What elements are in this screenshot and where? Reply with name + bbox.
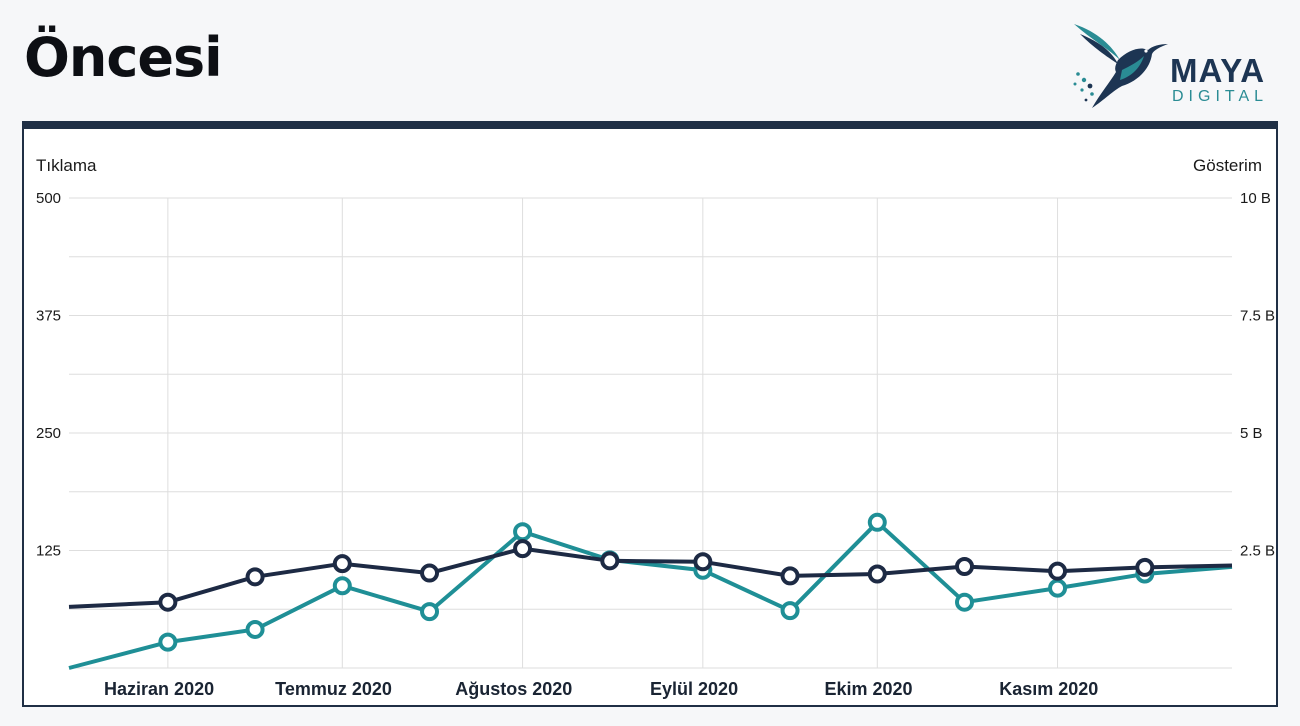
impressions-data-point <box>780 601 800 621</box>
clicks-data-point <box>955 556 975 576</box>
impressions-data-point <box>158 632 178 652</box>
hummingbird-icon <box>1073 24 1168 108</box>
clicks-data-point <box>867 564 887 584</box>
y-right-tick-label: 10 B <box>1240 190 1271 207</box>
y-left-tick-label: 375 <box>36 308 61 325</box>
impressions-series-line <box>68 520 1233 670</box>
maya-digital-logo: MAYA DIGITAL <box>1070 20 1280 112</box>
clicks-data-point <box>420 563 440 583</box>
impressions-data-point <box>1048 578 1068 598</box>
clicks-data-point <box>1048 561 1068 581</box>
y-right-tick-label: 7.5 B <box>1240 308 1275 325</box>
y-left-tick-label: 250 <box>36 425 61 442</box>
clicks-data-point <box>780 566 800 586</box>
clicks-data-point <box>600 551 620 571</box>
impressions-data-point <box>245 619 265 639</box>
x-tick-label: Kasım 2020 <box>999 679 1098 699</box>
clicks-data-point <box>332 554 352 574</box>
clicks-series-line <box>68 546 1233 609</box>
logo-subtitle: DIGITAL <box>1172 88 1269 105</box>
y-right-tick-label: 5 B <box>1240 425 1263 442</box>
clicks-data-point <box>1135 557 1155 577</box>
y-left-tick-label: 500 <box>36 190 61 207</box>
impressions-data-point <box>513 522 533 542</box>
impressions-data-point <box>955 592 975 612</box>
impressions-data-point <box>867 512 887 532</box>
y-right-tick-label: 2.5 B <box>1240 543 1275 560</box>
x-tick-label: Haziran 2020 <box>104 679 214 699</box>
line-chart: Tıklama Gösterim 125 250 375 500 2.5 B 5 B 7.5 B… <box>36 156 1275 699</box>
impressions-data-point <box>332 576 352 596</box>
clicks-data-point <box>158 592 178 612</box>
clicks-data-point <box>245 567 265 587</box>
y-left-tick-label: 125 <box>36 543 61 560</box>
impressions-data-point <box>420 602 440 622</box>
clicks-data-point <box>693 552 713 572</box>
chart-frame: Tıklama Gösterim 125 250 375 500 2.5 B 5 B 7.5 B… <box>22 121 1278 707</box>
x-tick-label: Temmuz 2020 <box>275 679 392 699</box>
x-tick-label: Ekim 2020 <box>824 679 912 699</box>
logo-name: MAYA <box>1170 52 1266 89</box>
y-axis-left-title: Tıklama <box>36 156 97 175</box>
page-title: Öncesi <box>24 26 223 89</box>
y-axis-right-title: Gösterim <box>1193 156 1262 175</box>
x-tick-label: Eylül 2020 <box>650 679 738 699</box>
clicks-data-point <box>513 539 533 559</box>
x-tick-label: Ağustos 2020 <box>455 679 572 699</box>
